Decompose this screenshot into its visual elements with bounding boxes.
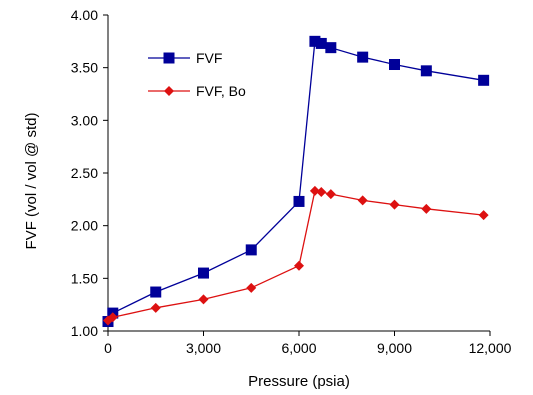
data-point-fvf — [293, 195, 305, 207]
data-point-fvf-bo — [107, 312, 118, 323]
y-tick-label: 1.00 — [71, 323, 98, 339]
series-line-fvf — [107, 40, 484, 322]
x-tick-label: 12,000 — [469, 340, 512, 356]
x-tick-label: 0 — [104, 340, 112, 356]
x-tick-label: 6,000 — [281, 340, 316, 356]
data-point-fvf — [150, 286, 162, 298]
data-point-fvf-bo — [198, 294, 209, 305]
y-tick-label: 4.00 — [71, 7, 98, 23]
data-point-fvf-bo — [325, 189, 336, 200]
x-tick-label: 9,000 — [377, 340, 412, 356]
data-point-fvf — [420, 65, 432, 77]
data-point-fvf — [315, 37, 327, 49]
x-axis-title: Pressure (psia) — [248, 373, 350, 390]
data-point-fvf-bo — [316, 186, 327, 197]
y-axis-title: FVF (vol / vol @ std) — [23, 113, 40, 250]
legend-label-fvf: FVF — [196, 50, 222, 66]
y-tick-label: 3.00 — [71, 112, 98, 128]
data-point-fvf — [325, 42, 337, 54]
data-point-fvf-bo — [294, 260, 304, 271]
legend-item-fvf-bo: FVF, Bo — [148, 83, 246, 99]
data-point-fvf-bo — [389, 199, 400, 210]
y-tick-label: 2.50 — [71, 165, 98, 181]
ticks-layer: 1.00 1.50 2.00 2.50 3.00 3.50 4.00 0 3,000 6,000 9… — [71, 7, 512, 356]
y-tick-label: 3.50 — [71, 60, 98, 76]
y-tick-label: 2.00 — [71, 218, 98, 234]
data-point-fvf — [245, 244, 257, 256]
data-point-fvf — [357, 51, 369, 63]
data-point-fvf-bo — [150, 302, 161, 313]
data-point-fvf — [389, 59, 400, 71]
legend-label-fvf-bo: FVF, Bo — [196, 83, 246, 99]
data-point-fvf — [198, 267, 209, 279]
data-point-fvf-bo — [246, 282, 257, 293]
x-tick-label: 3,000 — [186, 340, 221, 356]
data-point-fvf-bo — [421, 203, 432, 214]
data-point-fvf-bo — [309, 185, 320, 196]
data-point-fvf-bo — [357, 195, 368, 206]
data-point-fvf — [309, 35, 321, 47]
series-layer — [102, 35, 490, 328]
y-tick-label: 1.50 — [71, 270, 98, 286]
legend: FVF FVF, Bo — [148, 50, 246, 99]
legend-item-fvf: FVF — [148, 50, 222, 66]
data-point-fvf-bo — [478, 210, 489, 221]
legend-swatch-marker-fvf-bo — [164, 86, 174, 96]
data-point-fvf — [478, 74, 490, 86]
legend-swatch-marker-fvf — [163, 52, 175, 64]
